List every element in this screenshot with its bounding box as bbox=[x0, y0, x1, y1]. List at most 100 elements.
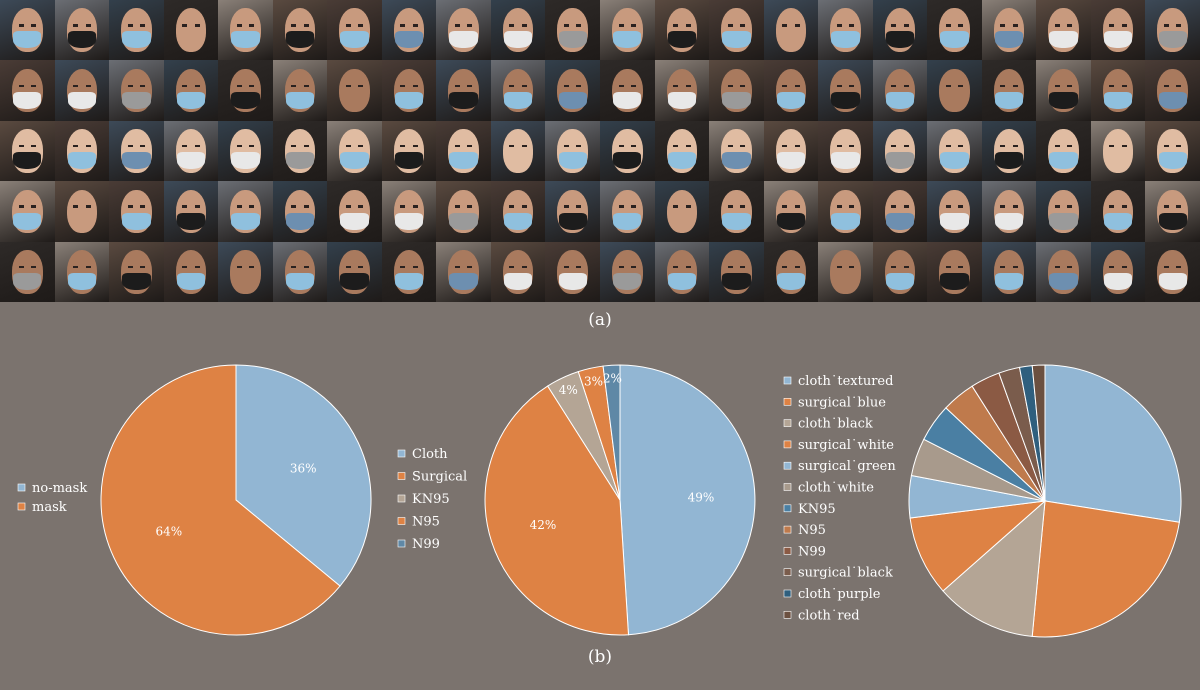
face-photo bbox=[109, 181, 164, 242]
face-mask bbox=[558, 212, 587, 230]
face-photo bbox=[109, 120, 164, 182]
face-photo bbox=[1145, 241, 1200, 302]
legend-swatch bbox=[397, 517, 406, 525]
legend-label: surgical˙green bbox=[798, 459, 896, 474]
face-photo bbox=[1090, 0, 1146, 61]
face-photo bbox=[1036, 60, 1091, 121]
face-photo bbox=[218, 120, 273, 182]
face-photo bbox=[763, 241, 819, 302]
face-mask bbox=[449, 152, 478, 170]
face-photo bbox=[272, 0, 328, 61]
face-mask bbox=[613, 91, 642, 109]
face-photo bbox=[872, 0, 928, 61]
pie-charts: 36% 64% no-mask mask 49% 42% 4% 3% 2% Cloth Surgic… bbox=[17, 364, 1182, 638]
face-photo bbox=[709, 60, 764, 121]
face-mask bbox=[1049, 91, 1078, 109]
face-mask bbox=[831, 31, 860, 49]
slice-percent-label: 49% bbox=[688, 491, 715, 505]
face-mask bbox=[340, 273, 369, 290]
face-photo bbox=[981, 60, 1037, 121]
face-mask bbox=[503, 212, 533, 230]
face-mask bbox=[722, 212, 751, 230]
face-mask bbox=[1158, 273, 1187, 290]
face-photo bbox=[0, 120, 55, 182]
face-photo bbox=[927, 60, 982, 121]
slice-percent-label: 4% bbox=[559, 383, 578, 397]
face-mask bbox=[449, 31, 478, 49]
face-photo bbox=[327, 120, 382, 182]
face-photo bbox=[1145, 120, 1200, 182]
face-photo bbox=[872, 120, 928, 182]
face-photo bbox=[763, 120, 819, 182]
face-photo bbox=[109, 0, 164, 61]
face-mask bbox=[13, 212, 42, 230]
face-photo bbox=[545, 0, 600, 61]
legend-swatch bbox=[17, 483, 26, 492]
face-photo bbox=[163, 181, 219, 242]
legend-label: N95 bbox=[412, 515, 440, 530]
face-photo-grid bbox=[0, 0, 1200, 302]
face-photo bbox=[436, 120, 491, 182]
face-mask bbox=[13, 152, 42, 170]
face-photo bbox=[654, 0, 710, 61]
face-photo bbox=[163, 120, 219, 182]
face-photo bbox=[818, 241, 873, 302]
face-photo bbox=[1145, 60, 1200, 121]
face-photo bbox=[490, 181, 546, 242]
face-photo bbox=[54, 181, 110, 242]
face-mask bbox=[994, 91, 1024, 109]
face-photo bbox=[872, 181, 928, 242]
face-mask bbox=[940, 273, 969, 290]
legend-label: surgical˙white bbox=[798, 438, 894, 453]
face-photo bbox=[981, 241, 1037, 302]
legend-label: N99 bbox=[798, 544, 826, 559]
legend-swatch bbox=[783, 483, 792, 491]
face-mask bbox=[13, 273, 42, 290]
face-mask bbox=[231, 152, 260, 170]
legend-label: cloth˙textured bbox=[798, 374, 893, 389]
face-mask bbox=[667, 91, 696, 109]
face-photo bbox=[872, 60, 928, 121]
face-photo bbox=[0, 181, 55, 242]
face-mask bbox=[176, 212, 206, 230]
face-mask bbox=[994, 273, 1024, 290]
pie-slice bbox=[1044, 364, 1182, 523]
face-photo bbox=[818, 120, 873, 182]
face-photo bbox=[1090, 181, 1146, 242]
face-photo bbox=[654, 60, 710, 121]
face-mask bbox=[940, 152, 969, 170]
face-photo bbox=[654, 120, 710, 182]
face-mask bbox=[503, 31, 533, 49]
face-mask bbox=[1049, 273, 1078, 290]
legend-swatch bbox=[783, 525, 792, 534]
face-photo bbox=[272, 60, 328, 121]
pie-slice bbox=[602, 364, 621, 501]
face-mask bbox=[340, 31, 369, 49]
face-photo bbox=[763, 0, 819, 61]
face-mask bbox=[1103, 273, 1133, 290]
pie-slice bbox=[484, 385, 630, 636]
face-mask bbox=[885, 152, 915, 170]
face-mask bbox=[13, 31, 42, 49]
face-photo bbox=[1145, 181, 1200, 242]
face-mask bbox=[13, 91, 42, 109]
face-mask bbox=[449, 212, 478, 230]
face-mask bbox=[1158, 91, 1187, 109]
face-photo bbox=[109, 241, 164, 302]
legend-swatch bbox=[17, 502, 26, 511]
face-photo bbox=[1090, 241, 1146, 302]
face-photo bbox=[327, 241, 382, 302]
face-photo bbox=[927, 181, 982, 242]
face-photo bbox=[927, 120, 982, 182]
legend-label: Cloth bbox=[412, 447, 448, 462]
face-photo bbox=[600, 60, 655, 121]
face-photo bbox=[600, 120, 655, 182]
face-mask bbox=[1103, 212, 1133, 230]
face-photo bbox=[381, 0, 437, 61]
legend-label: cloth˙white bbox=[798, 481, 874, 496]
face-mask bbox=[667, 152, 696, 170]
face-mask bbox=[722, 152, 751, 170]
face-mask bbox=[994, 31, 1024, 49]
face-photo bbox=[381, 241, 437, 302]
face-photo bbox=[436, 181, 491, 242]
